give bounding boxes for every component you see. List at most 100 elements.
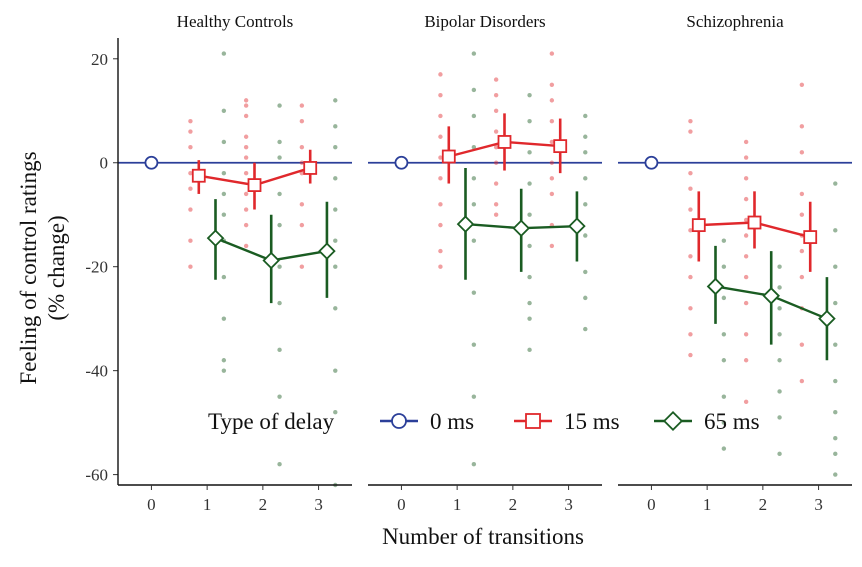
raw-point-65-ms: [277, 191, 282, 197]
data-point-65-ms: [762, 287, 780, 305]
x-axis-title: Number of transitions: [382, 524, 584, 549]
raw-point-15-ms: [188, 170, 193, 176]
legend-label-65-ms: 65 ms: [704, 409, 760, 434]
raw-point-65-ms: [221, 316, 227, 321]
raw-point-65-ms: [527, 274, 532, 280]
raw-point-65-ms: [527, 181, 532, 186]
raw-point-65-ms: [721, 420, 727, 425]
raw-point-15-ms: [688, 306, 693, 311]
raw-point-65-ms: [221, 139, 227, 145]
raw-point-65-ms: [471, 290, 477, 295]
raw-point-15-ms: [243, 155, 249, 160]
raw-point-65-ms: [333, 176, 338, 181]
raw-point-65-ms: [777, 389, 782, 394]
raw-point-15-ms: [438, 222, 443, 228]
raw-point-15-ms: [188, 238, 193, 243]
legend-marker-0-ms: [391, 413, 407, 429]
raw-point-65-ms: [833, 410, 838, 415]
x-tick-label: 2: [509, 495, 518, 514]
raw-point-65-ms: [277, 264, 282, 269]
raw-point-15-ms: [743, 254, 749, 259]
raw-point-65-ms: [221, 358, 227, 363]
raw-point-15-ms: [299, 160, 305, 165]
raw-point-65-ms: [527, 150, 532, 155]
raw-point-65-ms: [333, 238, 338, 243]
raw-point-15-ms: [688, 332, 693, 337]
raw-point-15-ms: [799, 212, 805, 217]
raw-point-15-ms: [493, 92, 499, 98]
y-tick-label: -40: [85, 362, 108, 381]
x-tick-label: 2: [259, 495, 268, 514]
raw-point-15-ms: [549, 160, 555, 165]
raw-point-65-ms: [721, 446, 727, 451]
panel-schizophrenia: Schizophrenia: [618, 12, 852, 477]
data-point-65-ms: [512, 219, 530, 238]
raw-point-65-ms: [833, 181, 838, 186]
raw-point-65-ms: [277, 347, 282, 353]
raw-point-15-ms: [243, 243, 249, 249]
y-tick-label: 20: [91, 50, 108, 69]
x-tick-label: 1: [453, 495, 462, 514]
raw-point-15-ms: [243, 103, 249, 108]
raw-point-15-ms: [438, 176, 443, 181]
raw-point-15-ms: [549, 139, 555, 145]
raw-point-15-ms: [799, 274, 805, 280]
raw-point-15-ms: [493, 202, 499, 207]
raw-point-65-ms: [527, 243, 532, 249]
raw-point-65-ms: [721, 238, 727, 243]
raw-point-15-ms: [493, 129, 499, 134]
raw-point-15-ms: [743, 358, 749, 363]
raw-point-65-ms: [777, 306, 782, 311]
panel-healthy-controls: Healthy Controls: [118, 12, 352, 488]
raw-point-15-ms: [688, 207, 693, 212]
raw-point-65-ms: [471, 113, 477, 119]
raw-point-65-ms: [471, 394, 477, 399]
raw-point-15-ms: [299, 202, 305, 207]
raw-point-65-ms: [471, 144, 477, 150]
raw-point-15-ms: [243, 144, 249, 150]
y-axis-title-line1: Feeling of control ratings: [16, 151, 41, 384]
raw-point-65-ms: [583, 233, 588, 238]
raw-point-15-ms: [188, 264, 193, 269]
raw-point-65-ms: [833, 342, 838, 347]
raw-point-15-ms: [438, 202, 443, 207]
raw-point-65-ms: [333, 98, 338, 103]
raw-point-65-ms: [221, 170, 227, 176]
raw-point-15-ms: [743, 274, 749, 280]
raw-point-65-ms: [471, 238, 477, 243]
data-point-65-ms: [568, 217, 586, 235]
raw-point-15-ms: [549, 191, 555, 197]
axes-layer: 20 0 -20 -40 -60 0 1 2 3 0 1 2 3 0 1 2 3: [85, 38, 852, 514]
raw-point-15-ms: [549, 82, 555, 87]
data-point-0-ms: [644, 155, 659, 170]
x-tick-label: 1: [203, 495, 212, 514]
raw-point-65-ms: [833, 264, 838, 269]
raw-point-65-ms: [471, 87, 477, 93]
raw-point-65-ms: [221, 51, 227, 56]
x-tick-label: 0: [397, 495, 406, 514]
raw-point-15-ms: [243, 191, 249, 197]
raw-point-65-ms: [777, 264, 782, 269]
data-point-65-ms: [818, 309, 836, 328]
raw-point-15-ms: [243, 134, 249, 139]
raw-point-65-ms: [333, 306, 338, 311]
raw-point-65-ms: [583, 150, 588, 155]
data-point-15-ms: [191, 168, 206, 183]
raw-point-15-ms: [299, 264, 305, 269]
data-point-15-ms: [691, 218, 706, 233]
raw-point-15-ms: [493, 160, 499, 165]
raw-point-15-ms: [743, 155, 749, 160]
raw-point-15-ms: [188, 129, 193, 134]
legend: Type of delay 0 ms 15 ms 65 ms: [208, 409, 760, 434]
raw-point-15-ms: [549, 243, 555, 249]
raw-point-15-ms: [799, 124, 805, 129]
y-tick-label: -20: [85, 258, 108, 277]
raw-point-15-ms: [438, 248, 443, 254]
raw-point-15-ms: [799, 248, 805, 254]
x-tick-label: 3: [314, 495, 323, 514]
raw-point-15-ms: [438, 72, 443, 77]
raw-point-65-ms: [527, 316, 532, 321]
raw-point-15-ms: [438, 113, 443, 119]
raw-point-65-ms: [721, 264, 727, 269]
